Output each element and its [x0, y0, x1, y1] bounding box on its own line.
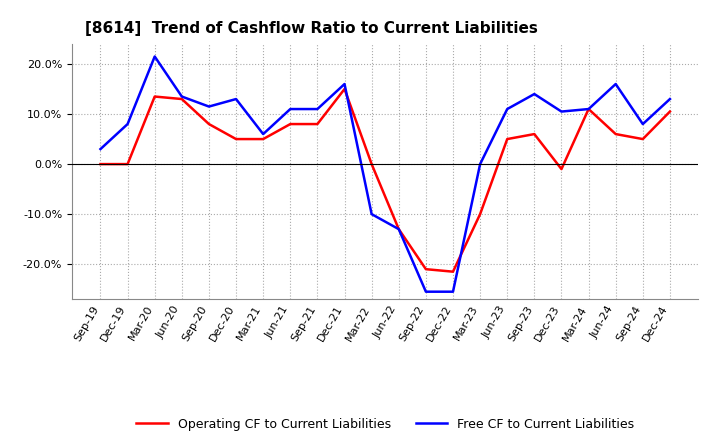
- Free CF to Current Liabilities: [259, 132, 268, 137]
- Operating CF to Current Liabilities: [204, 121, 213, 127]
- Free CF to Current Liabilities: [421, 289, 430, 294]
- Operating CF to Current Liabilities: [259, 136, 268, 142]
- Operating CF to Current Liabilities: [611, 132, 620, 137]
- Operating CF to Current Liabilities: [367, 161, 376, 167]
- Operating CF to Current Liabilities: [232, 136, 240, 142]
- Operating CF to Current Liabilities: [665, 109, 674, 114]
- Operating CF to Current Liabilities: [313, 121, 322, 127]
- Operating CF to Current Liabilities: [584, 106, 593, 112]
- Free CF to Current Liabilities: [232, 96, 240, 102]
- Free CF to Current Liabilities: [178, 94, 186, 99]
- Free CF to Current Liabilities: [286, 106, 294, 112]
- Operating CF to Current Liabilities: [150, 94, 159, 99]
- Operating CF to Current Liabilities: [395, 227, 403, 232]
- Free CF to Current Liabilities: [476, 161, 485, 167]
- Free CF to Current Liabilities: [611, 81, 620, 87]
- Free CF to Current Liabilities: [150, 54, 159, 59]
- Line: Operating CF to Current Liabilities: Operating CF to Current Liabilities: [101, 89, 670, 271]
- Text: [8614]  Trend of Cashflow Ratio to Current Liabilities: [8614] Trend of Cashflow Ratio to Curren…: [84, 21, 537, 36]
- Operating CF to Current Liabilities: [639, 136, 647, 142]
- Free CF to Current Liabilities: [449, 289, 457, 294]
- Free CF to Current Liabilities: [313, 106, 322, 112]
- Operating CF to Current Liabilities: [96, 161, 105, 167]
- Operating CF to Current Liabilities: [476, 212, 485, 217]
- Free CF to Current Liabilities: [367, 212, 376, 217]
- Operating CF to Current Liabilities: [449, 269, 457, 274]
- Free CF to Current Liabilities: [204, 104, 213, 109]
- Free CF to Current Liabilities: [341, 81, 349, 87]
- Operating CF to Current Liabilities: [557, 166, 566, 172]
- Operating CF to Current Liabilities: [421, 267, 430, 272]
- Free CF to Current Liabilities: [96, 147, 105, 152]
- Free CF to Current Liabilities: [665, 96, 674, 102]
- Operating CF to Current Liabilities: [178, 96, 186, 102]
- Operating CF to Current Liabilities: [123, 161, 132, 167]
- Free CF to Current Liabilities: [395, 227, 403, 232]
- Free CF to Current Liabilities: [503, 106, 511, 112]
- Operating CF to Current Liabilities: [286, 121, 294, 127]
- Free CF to Current Liabilities: [557, 109, 566, 114]
- Free CF to Current Liabilities: [584, 106, 593, 112]
- Operating CF to Current Liabilities: [503, 136, 511, 142]
- Operating CF to Current Liabilities: [341, 86, 349, 92]
- Operating CF to Current Liabilities: [530, 132, 539, 137]
- Free CF to Current Liabilities: [530, 92, 539, 97]
- Legend: Operating CF to Current Liabilities, Free CF to Current Liabilities: Operating CF to Current Liabilities, Fre…: [131, 413, 639, 436]
- Free CF to Current Liabilities: [639, 121, 647, 127]
- Free CF to Current Liabilities: [123, 121, 132, 127]
- Line: Free CF to Current Liabilities: Free CF to Current Liabilities: [101, 56, 670, 292]
